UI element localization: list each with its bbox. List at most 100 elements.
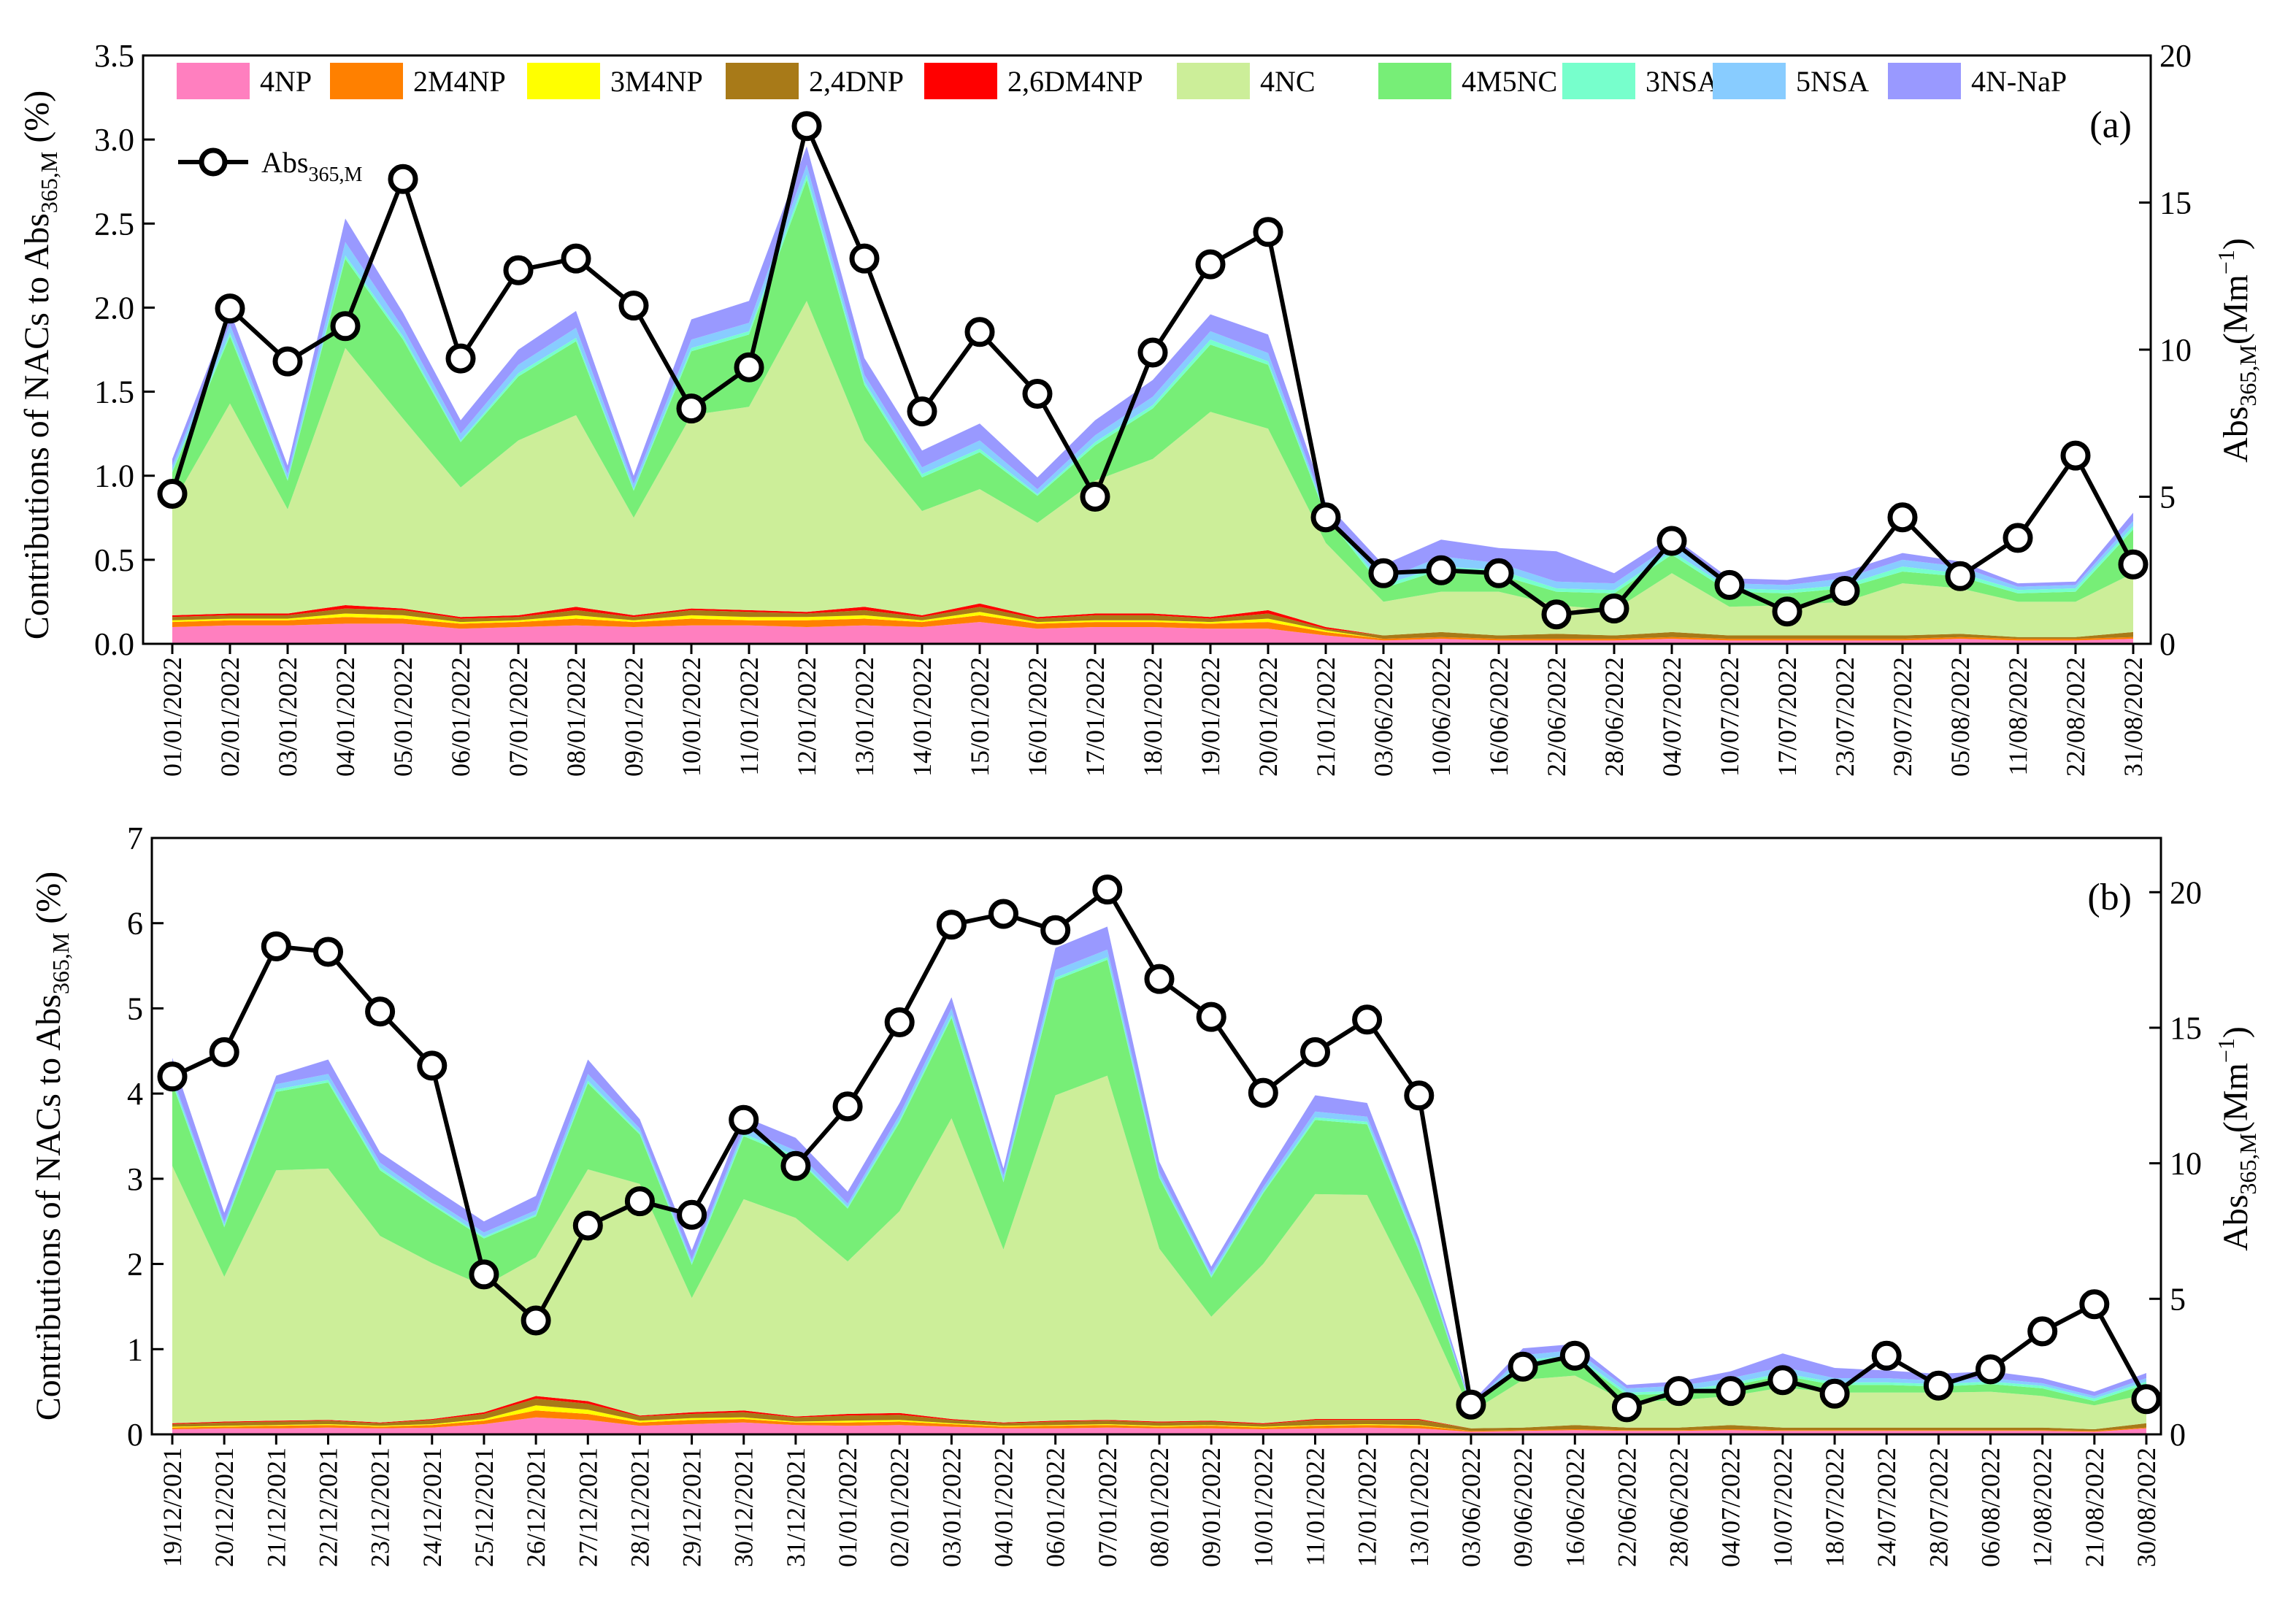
panel-a-x-tick-label: 03/01/2022 (273, 657, 302, 777)
panel-b-abs-point (2079, 1289, 2110, 1320)
panel-a-abs-point (1483, 558, 1514, 588)
panel-a-abs-point (1887, 502, 1918, 533)
panel-b-area-2-4dnp (172, 1399, 2146, 1431)
panel-b-area-4np (172, 1417, 2146, 1434)
panel-a-x-ticks: 01/01/2022 02/01/2022 03/01/2022 04/01/2022… (158, 644, 2148, 777)
panel-b-right-tick-label: 0 (2170, 1417, 2186, 1453)
panel-a-abs-point (1195, 249, 1226, 280)
panel-b-x-tick-label: 09/06/2022 (1508, 1447, 1537, 1567)
panel-b-x-tick-label: 12/08/2022 (2028, 1447, 2057, 1567)
panel-a-abs-point (157, 479, 188, 509)
panel-b-x-tick-label: 03/01/2022 (937, 1447, 966, 1567)
panel-b-right-ticks: 0 5 10 15 20 (2149, 874, 2202, 1453)
legend-label-4m5nc: 4M5NC (1462, 65, 1557, 98)
panel-a-x-tick-label: 17/07/2022 (1773, 657, 1802, 777)
panel-a-x-tick-label: 04/01/2022 (331, 657, 360, 777)
panel-a-x-tick-label: 31/08/2022 (2119, 657, 2148, 777)
legend-label-4n-nap: 4N-NaP (1971, 65, 2067, 98)
panel-b-abs-point (1923, 1370, 1954, 1401)
panel-a-left-axis-title: Contributions of NACs to Abs365,M (%) (18, 91, 62, 639)
panel-b-abs-point (1871, 1340, 1902, 1371)
panel-b-left-tick-label: 6 (127, 906, 143, 942)
panel-b-abs-line (157, 874, 2162, 1423)
panel-a-areas (172, 146, 2133, 644)
line-legend-label-sub: 365,M (308, 164, 362, 186)
panel-a-x-tick-label: 21/01/2022 (1311, 657, 1340, 777)
panel-a-right-axis-title: Abs365,M(Mm−1) (2213, 238, 2261, 463)
panel-b-abs-point (1767, 1365, 1798, 1396)
panel-b-abs-point (884, 1007, 915, 1037)
panel-b-abs-point (1611, 1392, 1642, 1423)
panel-a-x-tick-label: 09/01/2022 (619, 657, 648, 777)
panel-a-x-tick-label: 06/01/2022 (446, 657, 475, 777)
panel-a-x-tick-label: 10/07/2022 (1715, 657, 1744, 777)
panel-a-abs-point (1829, 576, 1860, 606)
panel-b-x-tick-label: 19/12/2021 (158, 1447, 187, 1567)
panel-a-x-tick-label: 02/01/2022 (215, 657, 245, 777)
panel-b-abs-point (261, 931, 291, 961)
panel-b-right-tick-label: 5 (2170, 1281, 2186, 1317)
panel-a-left-tick-label: 1.5 (94, 374, 134, 410)
panel-b-areas (172, 926, 2146, 1434)
panel-b-x-tick-label: 03/06/2022 (1456, 1447, 1486, 1567)
panel-a-x-tick-label: 11/01/2022 (734, 657, 764, 776)
panel-a-abs-point (1945, 561, 1976, 591)
panel-b-x-tick-label: 11/01/2022 (1301, 1447, 1330, 1566)
line-legend-label: Abs (261, 146, 308, 179)
panel-b-x-tick-label: 16/06/2022 (1560, 1447, 1589, 1567)
panel-b-x-tick-label: 24/12/2021 (418, 1447, 447, 1567)
panel-a-abs-point (330, 311, 361, 342)
panel-b-left-ticks: 0 1 2 3 4 5 6 7 (127, 820, 164, 1453)
panel-a-abs-point (849, 243, 880, 274)
legend-swatch-4nc (1177, 63, 1250, 99)
panel-a-abs-point (2003, 523, 2033, 553)
legend-swatch-2-6dm4np (924, 63, 997, 99)
panel-b-abs-point (2027, 1316, 2058, 1347)
panel-a-left-tick-label: 2.0 (94, 290, 134, 326)
panel-b-x-tick-label: 21/08/2022 (2080, 1447, 2109, 1567)
panel-b-abs-point (1300, 1037, 1330, 1067)
panel-b-abs-point (417, 1050, 448, 1081)
panel-a-abs-point (2118, 549, 2149, 580)
panel-a-left-tick-label: 0.0 (94, 626, 134, 662)
panel-b-x-tick-label: 22/12/2021 (314, 1447, 343, 1567)
panel-b-left-tick-label: 1 (127, 1331, 143, 1367)
legend-label-4nc: 4NC (1260, 65, 1316, 98)
panel-a-x-tick-label: 08/01/2022 (561, 657, 591, 777)
panel-a-x-tick-label: 04/07/2022 (1657, 657, 1686, 777)
panel-a-abs-point (1599, 593, 1629, 624)
panel-a-x-tick-label: 11/08/2022 (2003, 657, 2032, 776)
panel-a-abs-point (2060, 440, 2091, 471)
panel-a-x-tick-label: 10/06/2022 (1427, 657, 1456, 777)
panel-a-x-tick-label: 14/01/2022 (907, 657, 937, 777)
legend-swatch-4n-nap (1888, 63, 1961, 99)
panel-b-abs-point (1040, 915, 1071, 945)
panel-b-x-tick-label: 04/01/2022 (989, 1447, 1018, 1567)
panel-b-abs-point (1352, 1004, 1383, 1035)
panel-b-x-tick-label: 24/07/2022 (1872, 1447, 1901, 1567)
panel-b-x-tick-label: 30/12/2021 (729, 1447, 759, 1567)
panel-b-right-tick-label: 15 (2170, 1010, 2202, 1046)
panel-a-abs-point (1426, 555, 1456, 585)
panel-a-x-tick-label: 17/01/2022 (1080, 657, 1110, 777)
panel-b-abs-point (677, 1199, 707, 1230)
panel-a-x-tick-label: 05/08/2022 (1946, 657, 1975, 777)
panel-a-abs-point (1714, 569, 1745, 600)
panel-a-x-tick-label: 28/06/2022 (1600, 657, 1629, 777)
panel-b-x-tick-label: 30/08/2022 (2132, 1447, 2161, 1567)
panel-a-abs-point (1656, 526, 1687, 556)
panel-a-left-tick-label: 2.5 (94, 206, 134, 242)
panel-b-left-tick-label: 2 (127, 1247, 143, 1283)
panel-b-label: (b) (2087, 877, 2132, 918)
panel-b-x-ticks: 19/12/2021 20/12/2021 21/12/2021 22/12/2021… (158, 1434, 2161, 1567)
panel-a-abs-point (503, 255, 534, 285)
legend-swatch-5nsa (1713, 63, 1786, 99)
panel-b-x-tick-label: 29/12/2021 (677, 1447, 707, 1567)
legend-label-3nsa: 3NSA (1646, 65, 1719, 98)
panel-b-x-tick-label: 06/08/2022 (1976, 1447, 2005, 1567)
panel-b-left-tick-label: 4 (127, 1076, 143, 1112)
panel-b-abs-point (1819, 1378, 1850, 1409)
panel-b-abs-point (1092, 874, 1123, 905)
panel-a-x-tick-label: 23/07/2022 (1830, 657, 1859, 777)
